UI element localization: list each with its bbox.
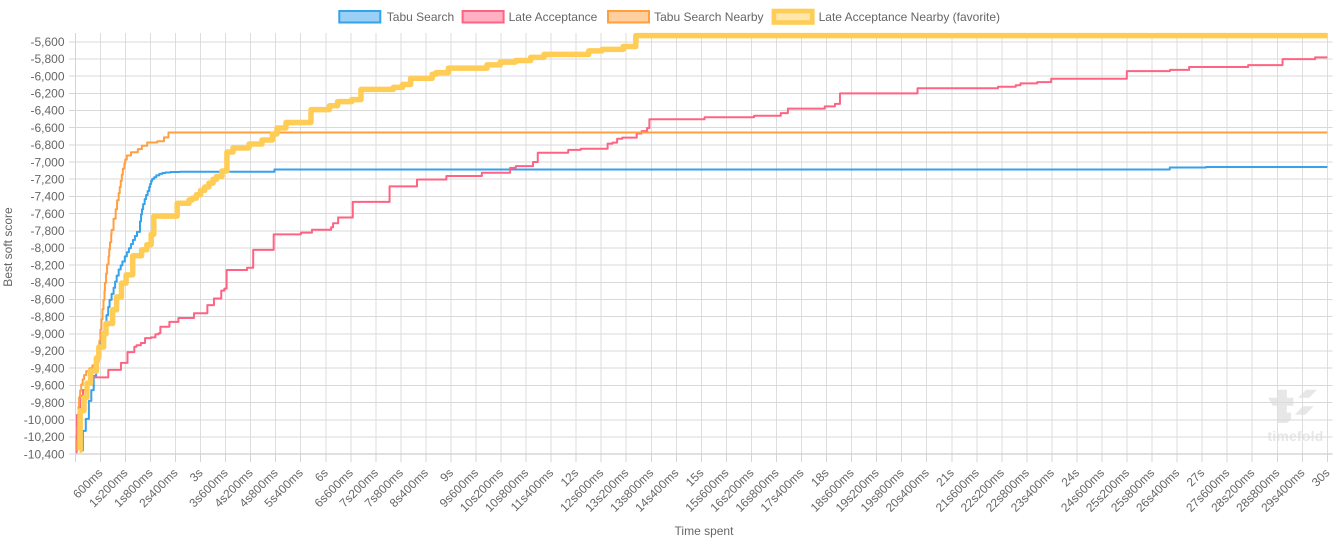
svg-text:-7,800: -7,800 [30,224,64,238]
svg-text:9s: 9s [437,466,456,485]
svg-text:-7,400: -7,400 [30,190,64,204]
svg-text:-9,600: -9,600 [30,379,64,393]
svg-text:-7,000: -7,000 [30,155,64,169]
svg-text:-7,200: -7,200 [30,172,64,186]
svg-text:-6,000: -6,000 [30,69,64,83]
svg-text:Tabu Search: Tabu Search [387,10,454,24]
svg-text:-6,600: -6,600 [30,121,64,135]
svg-text:3s: 3s [187,466,206,485]
svg-text:Late Acceptance: Late Acceptance [509,10,598,24]
svg-text:-6,800: -6,800 [30,138,64,152]
svg-text:-10,400: -10,400 [24,447,65,461]
svg-text:-7,600: -7,600 [30,207,64,221]
svg-text:Late Acceptance Nearby (favori: Late Acceptance Nearby (favorite) [819,10,1000,24]
svg-text:-8,600: -8,600 [30,293,64,307]
svg-text:-9,200: -9,200 [30,344,64,358]
svg-text:-5,600: -5,600 [30,35,64,49]
svg-text:-6,200: -6,200 [30,87,64,101]
svg-text:-8,200: -8,200 [30,258,64,272]
svg-text:-9,400: -9,400 [30,361,64,375]
svg-text:-5,800: -5,800 [30,52,64,66]
svg-text:Time spent: Time spent [675,524,735,538]
svg-text:-10,200: -10,200 [24,430,65,444]
svg-text:timefold: timefold [1267,428,1323,444]
svg-text:Tabu Search Nearby: Tabu Search Nearby [654,10,763,24]
svg-text:-9,000: -9,000 [30,327,64,341]
svg-text:-8,000: -8,000 [30,241,64,255]
svg-text:-8,800: -8,800 [30,310,64,324]
svg-text:-6,400: -6,400 [30,104,64,118]
svg-text:-10,000: -10,000 [24,413,65,427]
svg-text:30s: 30s [1309,466,1333,490]
svg-text:-8,400: -8,400 [30,276,64,290]
svg-text:6s: 6s [312,466,331,485]
svg-text:-9,800: -9,800 [30,396,64,410]
svg-text:Best soft score: Best soft score [1,207,15,287]
